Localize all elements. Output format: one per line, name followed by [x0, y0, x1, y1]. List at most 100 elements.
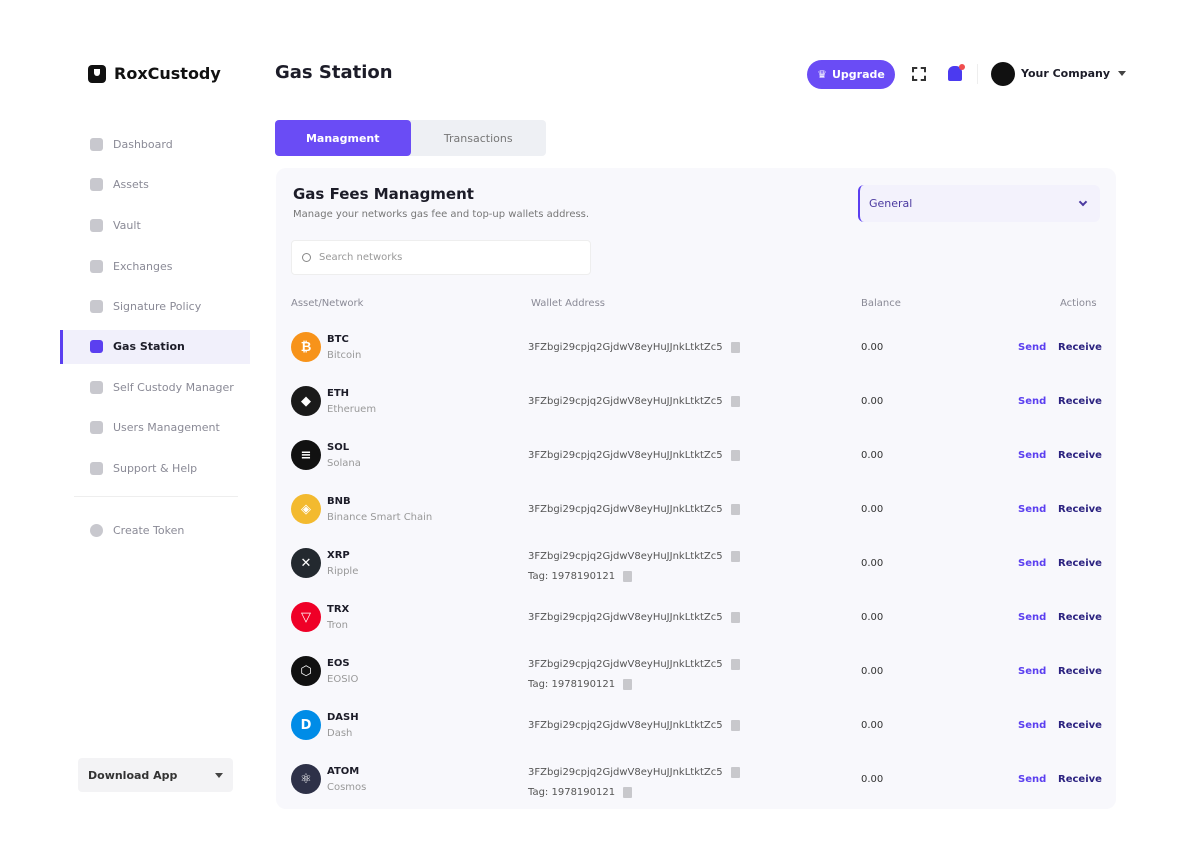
copy-icon[interactable] — [730, 767, 740, 778]
receive-button[interactable]: Receive — [1058, 774, 1102, 785]
brand-name: RoxCustody — [114, 64, 221, 83]
notification-bell-icon[interactable] — [948, 64, 965, 81]
download-app-button[interactable]: Download App — [78, 758, 233, 792]
receive-button[interactable]: Receive — [1058, 396, 1102, 407]
copy-icon[interactable] — [730, 659, 740, 670]
sidebar-item-self-custody-manager[interactable]: Self Custody Manager — [60, 367, 250, 408]
table-row: ▽ TRX Tron 3FZbgi29cpjq2GjdwV8eyHuJJnkLtktZ… — [276, 591, 1116, 645]
send-button[interactable]: Send — [1018, 504, 1047, 515]
table-row: ◆ ETH Etheruem 3FZbgi29cpjq2GjdwV8eyHuJJnkL… — [276, 375, 1116, 429]
select-value: General — [869, 197, 913, 210]
receive-button[interactable]: Receive — [1058, 558, 1102, 569]
search-box — [291, 240, 591, 275]
copy-icon[interactable] — [730, 396, 740, 407]
sidebar-item-signature-policy[interactable]: Signature Policy — [60, 286, 250, 327]
wallet-tag: Tag: 1978190121 — [528, 571, 633, 582]
send-button[interactable]: Send — [1018, 666, 1047, 677]
asset-symbol: TRX — [327, 604, 350, 615]
header-divider — [977, 64, 978, 84]
search-input[interactable] — [319, 252, 569, 263]
receive-button[interactable]: Receive — [1058, 666, 1102, 677]
dash-coin-icon: D — [291, 710, 321, 740]
wallet-address: 3FZbgi29cpjq2GjdwV8eyHuJJnkLtktZc5 — [528, 659, 740, 670]
copy-icon[interactable] — [730, 504, 740, 515]
table-row: ⬡ EOS EOSIO 3FZbgi29cpjq2GjdwV8eyHuJJnkLtkt… — [276, 645, 1116, 699]
sidebar-item-support-help[interactable]: Support & Help — [60, 448, 250, 489]
send-button[interactable]: Send — [1018, 342, 1047, 353]
send-button[interactable]: Send — [1018, 774, 1047, 785]
balance: 0.00 — [861, 720, 884, 731]
copy-icon[interactable] — [623, 679, 633, 690]
table-row: ◈ BNB Binance Smart Chain 3FZbgi29cpjq2Gjdw… — [276, 483, 1116, 537]
receive-button[interactable]: Receive — [1058, 612, 1102, 623]
sidebar-item-label: Self Custody Manager — [113, 380, 234, 394]
receive-button[interactable]: Receive — [1058, 504, 1102, 515]
asset-symbol: DASH — [327, 712, 359, 723]
copy-icon[interactable] — [730, 612, 740, 623]
wallet-tag-text: Tag: 1978190121 — [528, 571, 616, 582]
wallet-address: 3FZbgi29cpjq2GjdwV8eyHuJJnkLtktZc5 — [528, 504, 740, 515]
caret-down-icon — [215, 772, 223, 778]
wallet-address: 3FZbgi29cpjq2GjdwV8eyHuJJnkLtktZc5 — [528, 767, 740, 778]
logo-icon — [88, 64, 106, 83]
qr-scan-icon[interactable] — [912, 67, 926, 81]
company-avatar[interactable] — [991, 62, 1015, 86]
dashboard-icon — [90, 137, 103, 151]
sidebar-item-dashboard[interactable]: Dashboard — [60, 124, 250, 165]
balance: 0.00 — [861, 774, 884, 785]
signature-icon — [90, 300, 103, 314]
sidebar-nav: Dashboard Assets Vault Exchanges Signature P… — [60, 124, 250, 489]
copy-icon[interactable] — [730, 342, 740, 353]
tab-managment[interactable]: Managment — [275, 120, 411, 156]
xrp-coin-icon: ✕ — [291, 548, 321, 578]
send-button[interactable]: Send — [1018, 450, 1047, 461]
asset-name: Solana — [327, 458, 361, 469]
wallet-address-text: 3FZbgi29cpjq2GjdwV8eyHuJJnkLtktZc5 — [528, 767, 723, 778]
crown-icon: ♛ — [817, 68, 827, 81]
company-menu[interactable]: Your Company — [1021, 67, 1126, 80]
balance: 0.00 — [861, 342, 884, 353]
sidebar-item-label: Vault — [113, 218, 141, 232]
receive-button[interactable]: Receive — [1058, 720, 1102, 731]
brand-logo[interactable]: RoxCustody — [88, 64, 221, 83]
send-button[interactable]: Send — [1018, 396, 1047, 407]
copy-icon[interactable] — [623, 571, 633, 582]
asset-symbol: ETH — [327, 388, 350, 399]
network-type-select[interactable]: General — [858, 185, 1100, 222]
send-button[interactable]: Send — [1018, 720, 1047, 731]
sidebar-item-gas-station[interactable]: Gas Station — [60, 329, 250, 364]
sidebar-item-vault[interactable]: Vault — [60, 205, 250, 246]
receive-button[interactable]: Receive — [1058, 450, 1102, 461]
table-row: ₿ BTC Bitcoin 3FZbgi29cpjq2GjdwV8eyHuJJnkLt… — [276, 321, 1116, 375]
balance: 0.00 — [861, 666, 884, 677]
column-header-balance: Balance — [861, 298, 901, 309]
sidebar-item-create-token[interactable]: Create Token — [60, 510, 250, 551]
sidebar-item-exchanges[interactable]: Exchanges — [60, 246, 250, 287]
copy-icon[interactable] — [730, 720, 740, 731]
copy-icon[interactable] — [730, 551, 740, 562]
receive-button[interactable]: Receive — [1058, 342, 1102, 353]
copy-icon[interactable] — [730, 450, 740, 461]
sidebar-item-label: Assets — [113, 178, 149, 192]
wallet-address: 3FZbgi29cpjq2GjdwV8eyHuJJnkLtktZc5 — [528, 720, 740, 731]
tab-transactions[interactable]: Transactions — [443, 131, 513, 145]
chevron-down-icon — [1078, 197, 1088, 207]
trx-coin-icon: ▽ — [291, 602, 321, 632]
asset-symbol: XRP — [327, 550, 350, 561]
wallet-address-text: 3FZbgi29cpjq2GjdwV8eyHuJJnkLtktZc5 — [528, 396, 723, 407]
asset-name: Etheruem — [327, 404, 377, 415]
send-button[interactable]: Send — [1018, 558, 1047, 569]
atom-coin-icon: ⚛ — [291, 764, 321, 794]
help-icon — [90, 461, 103, 475]
sidebar-item-label: Create Token — [113, 523, 185, 537]
sidebar-item-users-management[interactable]: Users Management — [60, 408, 250, 449]
upgrade-button[interactable]: ♛ Upgrade — [807, 60, 895, 89]
sidebar-item-assets[interactable]: Assets — [60, 165, 250, 206]
copy-icon[interactable] — [623, 787, 633, 798]
wallet-tag: Tag: 1978190121 — [528, 679, 633, 690]
wallet-address-text: 3FZbgi29cpjq2GjdwV8eyHuJJnkLtktZc5 — [528, 720, 723, 731]
wallet-address-text: 3FZbgi29cpjq2GjdwV8eyHuJJnkLtktZc5 — [528, 659, 723, 670]
wallet-address: 3FZbgi29cpjq2GjdwV8eyHuJJnkLtktZc5 — [528, 612, 740, 623]
sidebar-item-label: Gas Station — [113, 340, 185, 354]
send-button[interactable]: Send — [1018, 612, 1047, 623]
